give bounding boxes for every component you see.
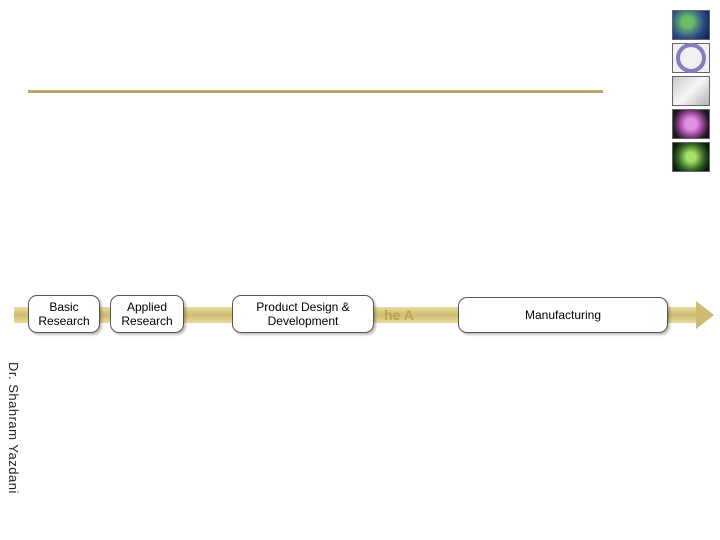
ring-icon xyxy=(672,43,710,73)
brain-icon xyxy=(672,109,710,139)
applied-research-box: Applied Research xyxy=(110,295,184,333)
box-line2: Research xyxy=(33,314,95,328)
box-line2: Development xyxy=(237,314,369,328)
box-line1: Basic xyxy=(33,300,95,314)
basic-research-box: Basic Research xyxy=(28,295,100,333)
box-line2: Research xyxy=(115,314,179,328)
box-line1: Applied xyxy=(115,300,179,314)
author-credit: Dr. Shahram Yazdani xyxy=(6,362,21,494)
cell-icon xyxy=(672,142,710,172)
icon-stack xyxy=(672,10,710,172)
crystal-icon xyxy=(672,76,710,106)
flow-diagram: he A Basic Research Applied Research Pro… xyxy=(14,293,714,337)
box-line1: Manufacturing xyxy=(463,308,663,322)
section-divider xyxy=(28,90,603,93)
box-line1: Product Design & xyxy=(237,300,369,314)
earth-icon xyxy=(672,10,710,40)
bg-text-fragment: he A xyxy=(384,293,414,337)
manufacturing-box: Manufacturing xyxy=(458,297,668,333)
product-design-box: Product Design & Development xyxy=(232,295,374,333)
flow-arrow-head xyxy=(696,301,714,329)
